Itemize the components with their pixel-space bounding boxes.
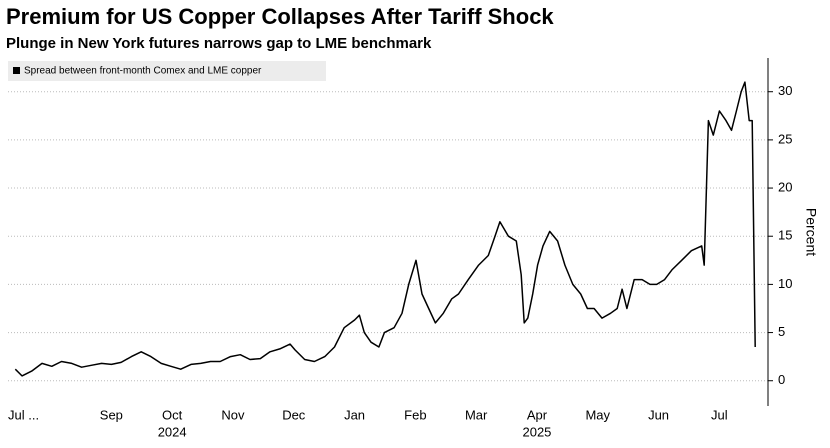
- x-tick-label: Apr: [527, 407, 548, 422]
- x-tick-label: Sep: [100, 407, 123, 422]
- line: [14, 81, 756, 377]
- x-tick-label: Dec: [282, 407, 306, 422]
- legend-box: [8, 61, 326, 81]
- y-tick-label: 5: [778, 324, 785, 339]
- x-tick-label: Feb: [404, 407, 426, 422]
- y-tick-label: 30: [778, 83, 792, 98]
- x-tick-label: Nov: [221, 407, 245, 422]
- x-tick-label: Jul ...: [8, 407, 39, 422]
- y-axis-label: Percent: [803, 208, 819, 256]
- year-label: 2024: [158, 424, 187, 439]
- x-tick-label: Jan: [344, 407, 365, 422]
- year-label: 2025: [522, 424, 551, 439]
- legend-label: Spread between front-month Comex and LME…: [24, 66, 262, 77]
- y-tick-label: 10: [778, 276, 792, 291]
- y-tick-label: 20: [778, 179, 792, 194]
- y-tick-label: 15: [778, 228, 792, 243]
- x-tick-label: May: [585, 407, 610, 422]
- x-tick-label: Jul: [711, 407, 728, 422]
- chart-subtitle: Plunge in New York futures narrows gap t…: [6, 35, 432, 52]
- x-tick-label: Jun: [648, 407, 669, 422]
- x-tick-label: Mar: [465, 407, 488, 422]
- y-tick-label: 25: [778, 131, 792, 146]
- y-tick-label: 0: [778, 372, 785, 387]
- legend-swatch: [13, 67, 20, 74]
- x-tick-label: Oct: [162, 407, 183, 422]
- chart-title: Premium for US Copper Collapses After Ta…: [6, 4, 554, 29]
